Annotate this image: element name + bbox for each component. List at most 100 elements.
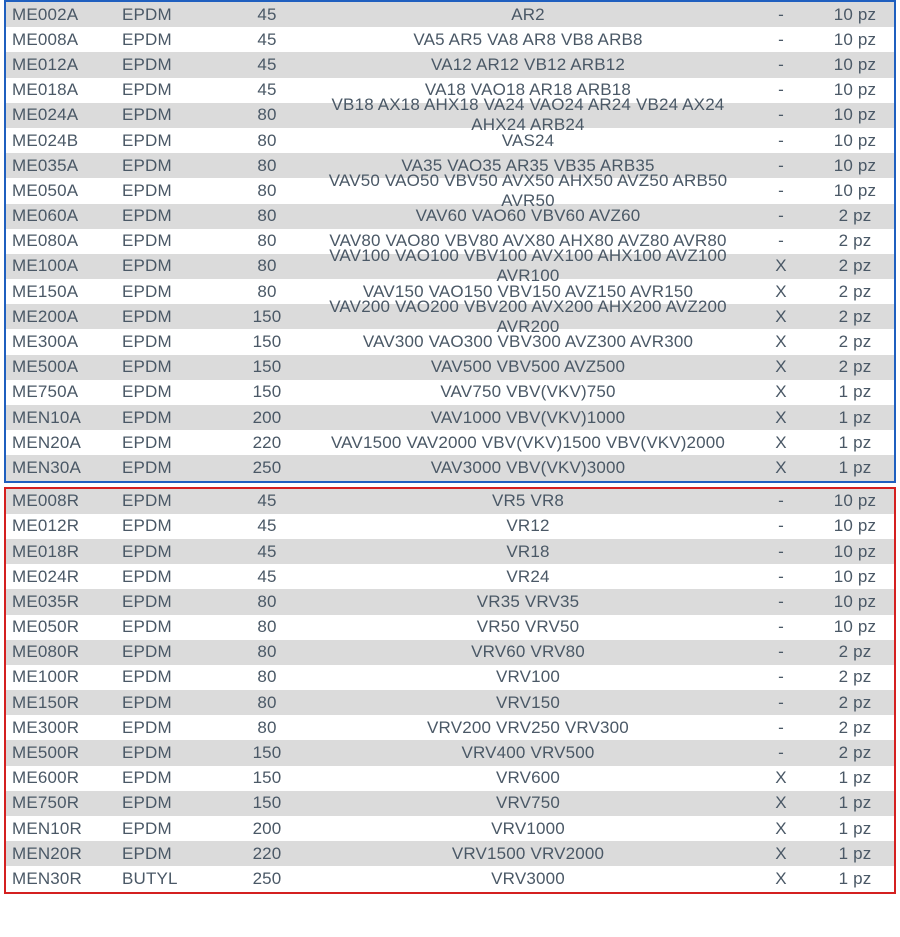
cell-material: EPDM: [116, 181, 224, 201]
cell-material: EPDM: [116, 768, 224, 788]
cell-size: 150: [224, 307, 310, 327]
cell-code: ME300R: [6, 718, 116, 738]
cell-code: ME012A: [6, 55, 116, 75]
cell-compat: VAV3000 VBV(VKV)3000: [310, 458, 746, 478]
cell-flag: -: [746, 642, 816, 662]
cell-qty: 2 pz: [816, 693, 894, 713]
cell-code: ME035R: [6, 592, 116, 612]
cell-material: EPDM: [116, 667, 224, 687]
cell-size: 80: [224, 642, 310, 662]
cell-material: EPDM: [116, 642, 224, 662]
cell-material: EPDM: [116, 307, 224, 327]
table-row: ME050AEPDM80VAV50 VAO50 VBV50 AVX50 AHX5…: [6, 178, 894, 203]
cell-compat: VR5 VR8: [310, 491, 746, 511]
cell-qty: 10 pz: [816, 592, 894, 612]
cell-size: 80: [224, 105, 310, 125]
cell-material: EPDM: [116, 567, 224, 587]
table-group-1: ME008REPDM45VR5 VR8-10 pzME012REPDM45VR1…: [4, 487, 896, 894]
table-row: ME008REPDM45VR5 VR8-10 pz: [6, 489, 894, 514]
cell-code: ME500A: [6, 357, 116, 377]
cell-material: EPDM: [116, 693, 224, 713]
cell-code: ME024B: [6, 131, 116, 151]
cell-size: 250: [224, 869, 310, 889]
cell-qty: 1 pz: [816, 768, 894, 788]
cell-flag: -: [746, 181, 816, 201]
cell-code: MEN20A: [6, 433, 116, 453]
table-row: MEN10REPDM200VRV1000X1 pz: [6, 816, 894, 841]
parts-table-root: ME002AEPDM45AR2-10 pzME008AEPDM45VA5 AR5…: [0, 0, 900, 894]
cell-qty: 1 pz: [816, 793, 894, 813]
cell-compat: VRV200 VRV250 VRV300: [310, 718, 746, 738]
cell-size: 45: [224, 30, 310, 50]
cell-qty: 2 pz: [816, 332, 894, 352]
cell-compat: VAV200 VAO200 VBV200 AVX200 AHX200 AVZ20…: [310, 297, 746, 337]
cell-size: 150: [224, 332, 310, 352]
cell-compat: AR2: [310, 5, 746, 25]
cell-code: ME002A: [6, 5, 116, 25]
cell-code: ME018A: [6, 80, 116, 100]
cell-material: EPDM: [116, 491, 224, 511]
cell-flag: X: [746, 408, 816, 428]
cell-qty: 10 pz: [816, 542, 894, 562]
cell-code: ME080A: [6, 231, 116, 251]
cell-size: 200: [224, 408, 310, 428]
cell-flag: -: [746, 5, 816, 25]
cell-flag: -: [746, 743, 816, 763]
table-row: ME300REPDM80VRV200 VRV250 VRV300-2 pz: [6, 715, 894, 740]
cell-material: EPDM: [116, 382, 224, 402]
cell-flag: -: [746, 231, 816, 251]
cell-qty: 2 pz: [816, 231, 894, 251]
cell-flag: -: [746, 30, 816, 50]
cell-code: ME024R: [6, 567, 116, 587]
cell-code: ME500R: [6, 743, 116, 763]
cell-flag: X: [746, 282, 816, 302]
cell-qty: 10 pz: [816, 156, 894, 176]
table-row: ME024REPDM45VR24-10 pz: [6, 564, 894, 589]
cell-qty: 10 pz: [816, 567, 894, 587]
cell-compat: VRV400 VRV500: [310, 743, 746, 763]
cell-compat: VAV1000 VBV(VKV)1000: [310, 408, 746, 428]
cell-size: 45: [224, 516, 310, 536]
table-row: ME024AEPDM80VB18 AX18 AHX18 VA24 VAO24 A…: [6, 103, 894, 128]
cell-qty: 2 pz: [816, 307, 894, 327]
cell-compat: VAV500 VBV500 AVZ500: [310, 357, 746, 377]
cell-code: ME035A: [6, 156, 116, 176]
cell-compat: VA5 AR5 VA8 AR8 VB8 ARB8: [310, 30, 746, 50]
cell-code: ME300A: [6, 332, 116, 352]
cell-qty: 2 pz: [816, 718, 894, 738]
cell-compat: VRV600: [310, 768, 746, 788]
table-row: ME080REPDM80VRV60 VRV80-2 pz: [6, 640, 894, 665]
cell-compat: VR12: [310, 516, 746, 536]
cell-flag: -: [746, 542, 816, 562]
cell-qty: 10 pz: [816, 516, 894, 536]
cell-qty: 10 pz: [816, 131, 894, 151]
cell-code: ME200A: [6, 307, 116, 327]
cell-qty: 1 pz: [816, 433, 894, 453]
cell-material: EPDM: [116, 592, 224, 612]
cell-code: MEN30A: [6, 458, 116, 478]
table-row: ME018REPDM45VR18-10 pz: [6, 539, 894, 564]
cell-material: EPDM: [116, 131, 224, 151]
cell-material: EPDM: [116, 256, 224, 276]
cell-code: ME080R: [6, 642, 116, 662]
cell-size: 80: [224, 206, 310, 226]
cell-qty: 2 pz: [816, 206, 894, 226]
cell-code: ME060A: [6, 206, 116, 226]
cell-size: 45: [224, 567, 310, 587]
cell-compat: VRV100: [310, 667, 746, 687]
cell-code: ME600R: [6, 768, 116, 788]
cell-material: EPDM: [116, 156, 224, 176]
cell-flag: -: [746, 55, 816, 75]
cell-size: 80: [224, 282, 310, 302]
cell-qty: 1 pz: [816, 844, 894, 864]
cell-material: EPDM: [116, 206, 224, 226]
cell-size: 80: [224, 231, 310, 251]
table-row: ME035REPDM80VR35 VRV35-10 pz: [6, 589, 894, 614]
cell-compat: VB18 AX18 AHX18 VA24 VAO24 AR24 VB24 AX2…: [310, 95, 746, 135]
cell-qty: 10 pz: [816, 105, 894, 125]
cell-material: EPDM: [116, 617, 224, 637]
cell-code: ME018R: [6, 542, 116, 562]
table-row: ME050REPDM80VR50 VRV50-10 pz: [6, 615, 894, 640]
cell-qty: 10 pz: [816, 30, 894, 50]
table-row: ME750REPDM150VRV750X1 pz: [6, 791, 894, 816]
